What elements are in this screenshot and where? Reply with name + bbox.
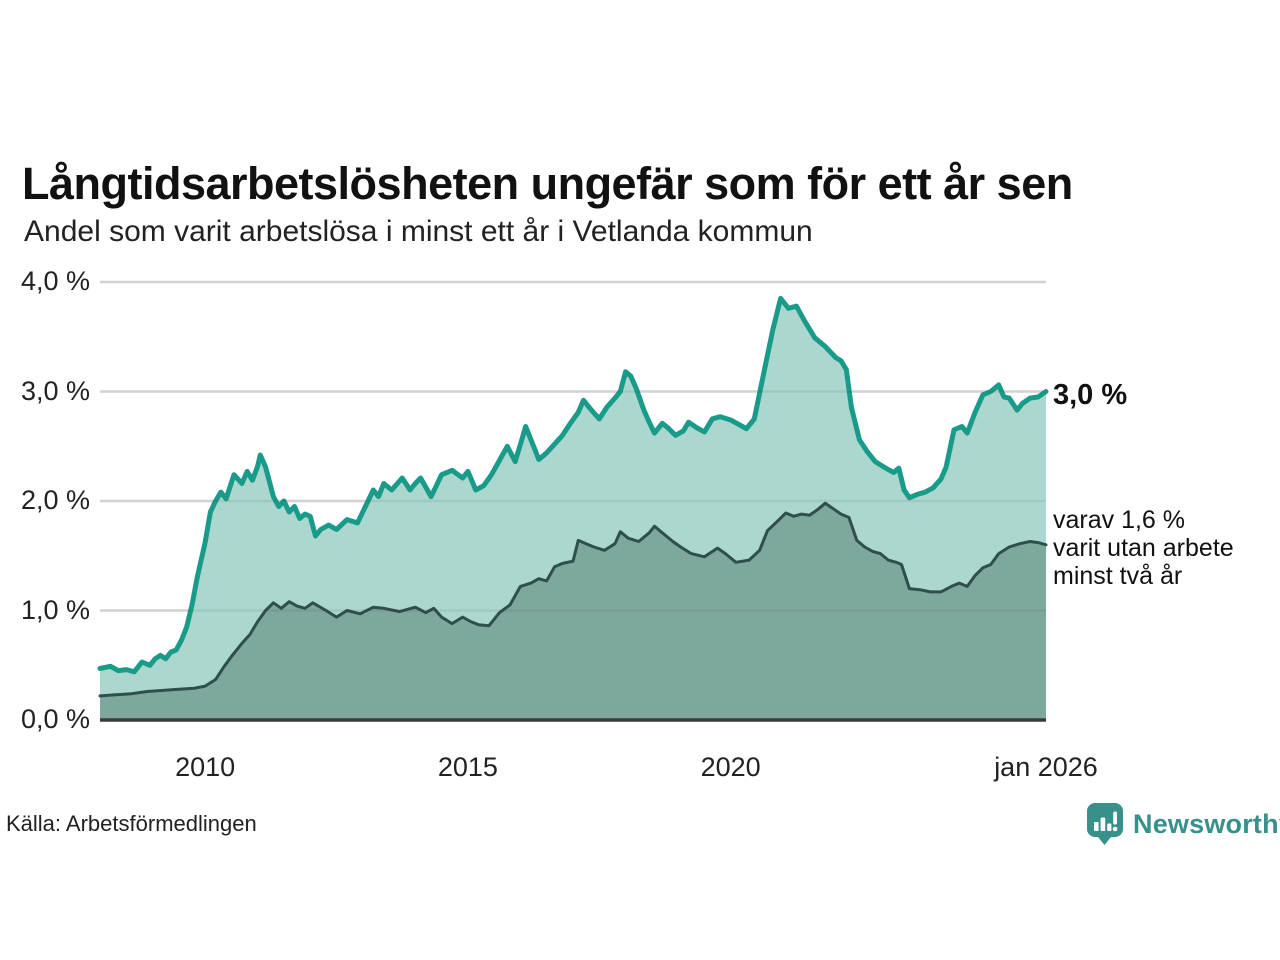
y-tick-label: 1,0 % bbox=[20, 594, 90, 625]
series-area-2 bbox=[100, 503, 1046, 720]
chart-subtitle: Andel som varit arbetslösa i minst ett å… bbox=[24, 215, 813, 248]
latest-value-label: 3,0 % bbox=[1053, 379, 1128, 411]
y-tick-label: 3,0 % bbox=[20, 375, 90, 406]
x-tick-label: 2020 bbox=[700, 752, 761, 782]
subseries-annotation: varav 1,6 % varit utan arbete minst två … bbox=[1053, 506, 1234, 590]
newsworthy-bubble-chart-icon bbox=[1086, 802, 1124, 846]
series-line-1 bbox=[97, 295, 1049, 675]
source-credit: Källa: Arbetsförmedlingen bbox=[6, 811, 257, 836]
y-tick-label: 0,0 % bbox=[20, 704, 90, 734]
x-tick-label: 2015 bbox=[437, 752, 498, 782]
x-tick-label: jan 2026 bbox=[994, 752, 1098, 782]
y-tick-label: 4,0 % bbox=[20, 266, 90, 296]
newsworthy-wordmark: Newsworthy bbox=[1133, 808, 1280, 839]
x-tick-label: 2010 bbox=[175, 752, 236, 782]
y-tick-label: 2,0 % bbox=[20, 485, 90, 515]
series-line-2 bbox=[98, 501, 1048, 698]
page-title: Långtidsarbetslösheten ungefär som för e… bbox=[22, 158, 1073, 210]
newsworthy-logo: Newsworthy bbox=[1086, 801, 1280, 847]
